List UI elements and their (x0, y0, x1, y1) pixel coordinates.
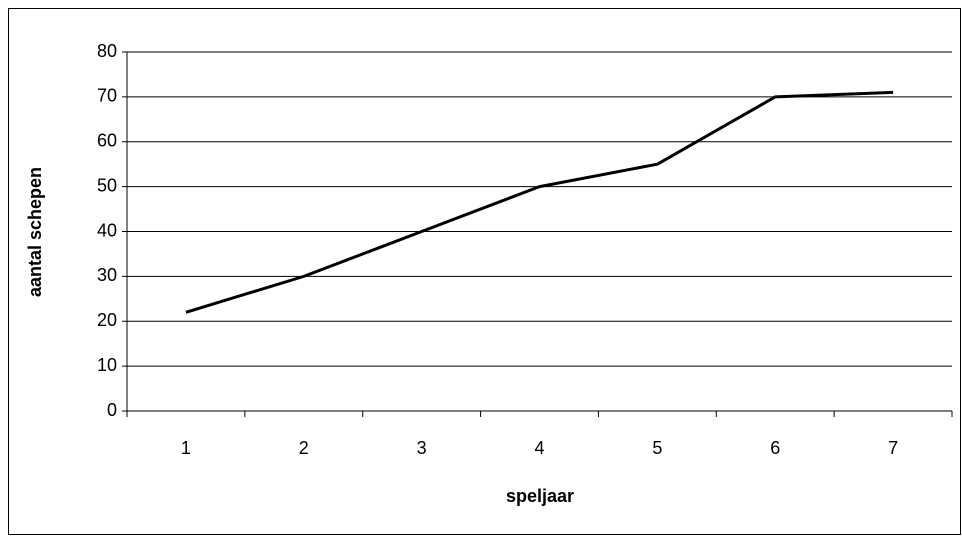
y-tick-label: 30 (97, 265, 117, 285)
x-tick-label: 2 (299, 438, 309, 458)
chart-border (8, 8, 961, 535)
y-tick-label: 80 (97, 41, 117, 61)
x-tick-label: 6 (770, 438, 780, 458)
x-tick-label: 1 (181, 438, 191, 458)
y-tick-label: 0 (107, 400, 117, 420)
y-tick-label: 10 (97, 355, 117, 375)
y-tick-label: 40 (97, 220, 117, 240)
x-tick-label: 4 (534, 438, 544, 458)
x-tick-label: 5 (652, 438, 662, 458)
y-tick-label: 20 (97, 310, 117, 330)
y-tick-label: 60 (97, 131, 117, 151)
y-tick-label: 50 (97, 175, 117, 195)
x-axis-title: speljaar (506, 486, 574, 506)
y-axis-title: aantal schepen (25, 167, 45, 297)
x-tick-label: 3 (417, 438, 427, 458)
data-line (185, 90, 894, 314)
y-tick-label: 70 (97, 86, 117, 106)
x-tick-label: 7 (888, 438, 898, 458)
